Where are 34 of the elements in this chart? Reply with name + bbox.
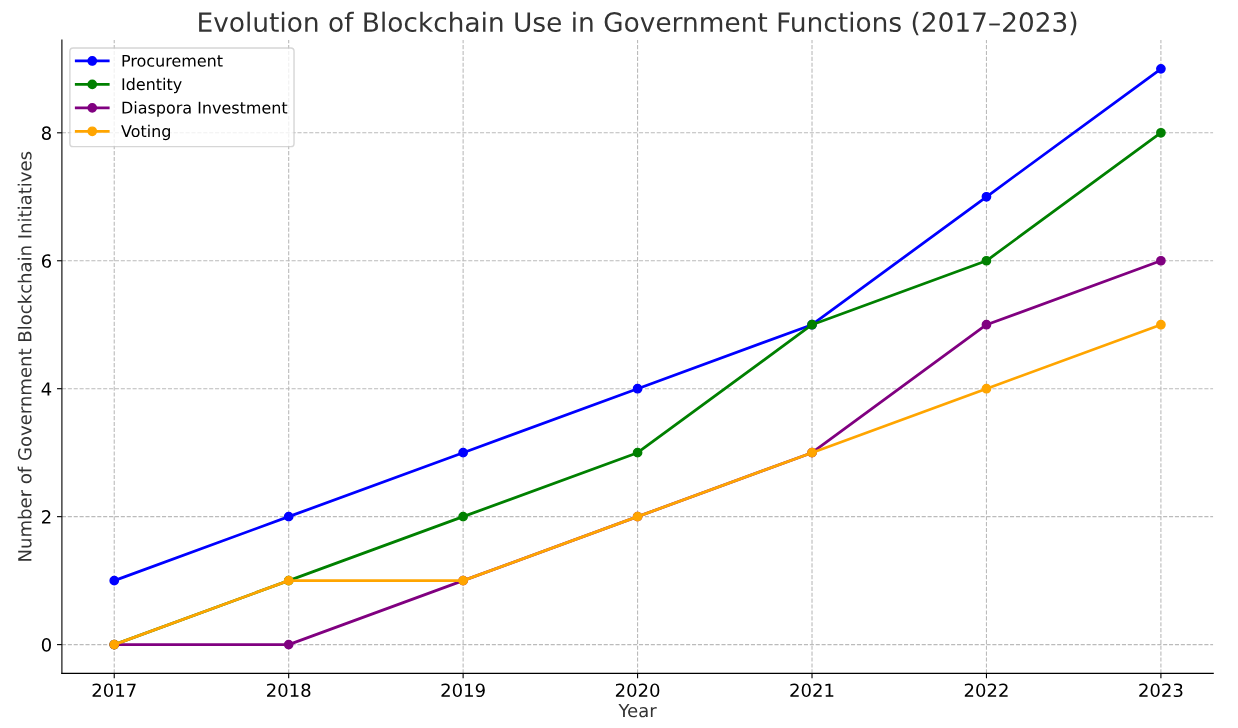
point [981,191,992,202]
point [458,447,468,458]
point [1156,127,1166,138]
point [981,255,992,266]
chart-title: Evolution of Blockchain Use in Government Functions (2017–2023) [199,11,1077,36]
legend-label: Identity [122,77,182,94]
point [1156,63,1166,74]
point [458,511,468,522]
point [109,575,120,586]
point [283,511,294,522]
legend-label: Diaspora Investment [122,101,288,117]
y-tick-label: 2 [42,510,51,524]
x-tick-label: 2023 [1139,683,1183,698]
y-axis-title: Number of Government Blockchain Initiatives [17,151,32,561]
legend-label: Voting [121,124,170,141]
point [1156,255,1166,266]
x-tick-label: 2019 [441,683,485,698]
point [1156,319,1166,330]
legend-label: Procurement [122,54,223,67]
point [632,383,643,394]
point [981,319,992,330]
y-tick-label: 6 [41,254,52,268]
point [283,639,294,650]
x-axis-title: Year [618,703,657,718]
x-tick-label: 2021 [790,683,834,698]
point [632,447,643,458]
y-tick-label: 0 [41,638,51,652]
x-tick-label: 2018 [267,683,311,698]
x-tick-label: 2020 [615,683,660,698]
x-tick-label: 2022 [964,683,1008,698]
y-tick-label: 4 [41,382,52,396]
y-tick-label: 8 [41,126,51,140]
x-tick-label: 2017 [92,683,136,698]
point [981,383,992,394]
